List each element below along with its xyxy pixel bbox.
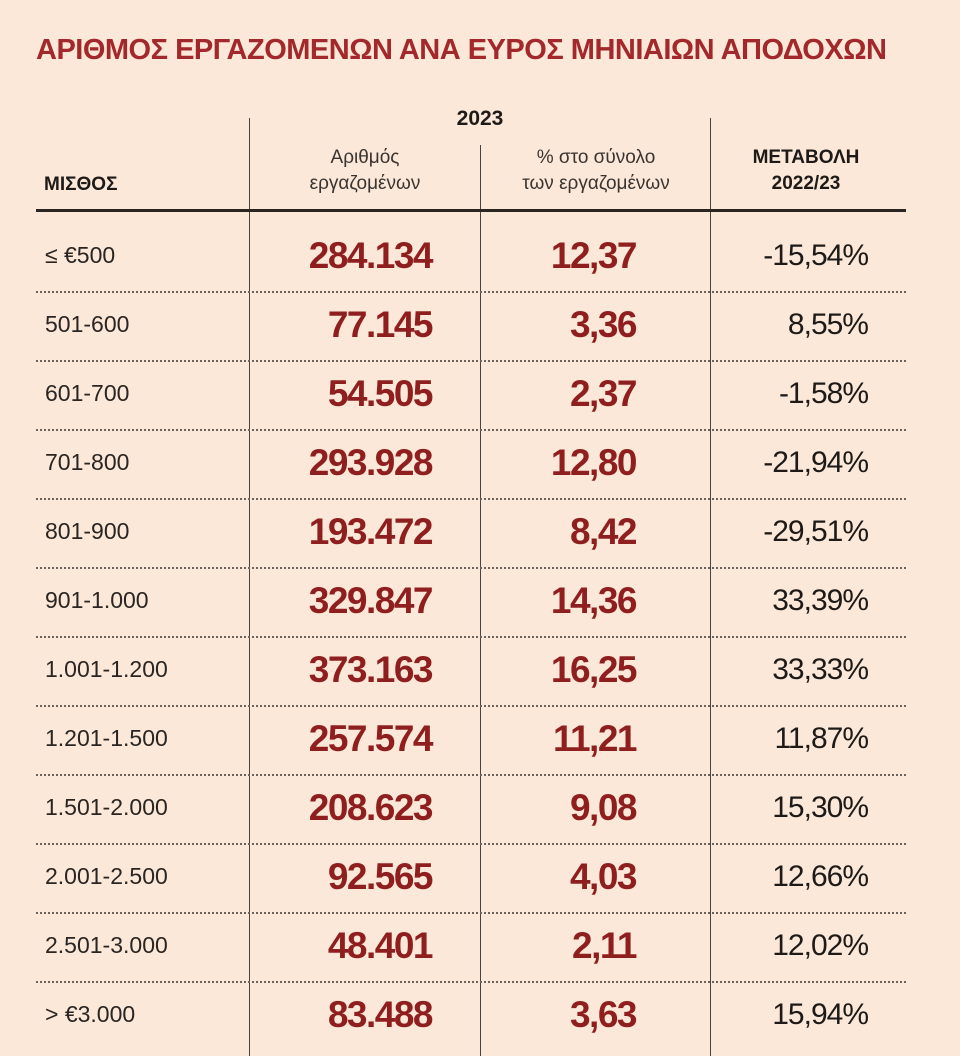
column-header: ΜΕΤΑΒΟΛΗ 2022/23 bbox=[711, 145, 901, 197]
row-separator bbox=[36, 636, 906, 638]
header-line: ΜΕΤΑΒΟΛΗ bbox=[752, 147, 860, 168]
employee-count: 208.623 bbox=[308, 787, 434, 828]
share-percent: 3,63 bbox=[569, 994, 638, 1035]
column-divider bbox=[480, 145, 481, 1056]
row-separator bbox=[36, 843, 906, 845]
employee-count: 54.505 bbox=[327, 373, 434, 414]
salary-range: 801-900 bbox=[45, 518, 130, 544]
salary-range: 2.001-2.500 bbox=[45, 863, 168, 889]
employee-count: 329.847 bbox=[308, 580, 434, 621]
header-line: % στο σύνολο bbox=[536, 147, 656, 168]
row-separator bbox=[36, 429, 906, 431]
change-percent: 15,94% bbox=[772, 998, 869, 1031]
change-percent: 15,30% bbox=[772, 791, 869, 824]
title: ΑΡΙΘΜΟΣ ΕΡΓΑΖΟΜΕΝΩΝ ΑΝΑ ΕΥΡΟΣ ΜΗΝΙΑΙΩΝ Α… bbox=[36, 34, 887, 66]
employee-count: 83.488 bbox=[327, 994, 434, 1035]
change-percent: 12,66% bbox=[772, 860, 869, 893]
row-separator bbox=[36, 360, 906, 362]
salary-range: 1.001-1.200 bbox=[45, 656, 168, 682]
change-percent: -21,94% bbox=[763, 446, 869, 479]
header-line: ΜΙΣΘΟΣ bbox=[44, 174, 118, 195]
share-percent: 4,03 bbox=[569, 856, 638, 897]
salary-range: 701-800 bbox=[45, 449, 130, 475]
row-separator bbox=[36, 981, 906, 983]
change-percent: 8,55% bbox=[787, 308, 869, 341]
row-separator bbox=[36, 567, 906, 569]
employee-count: 48.401 bbox=[327, 925, 434, 966]
change-percent: 33,33% bbox=[772, 653, 869, 686]
header-line: εργαζομένων bbox=[309, 173, 421, 194]
employee-count: 257.574 bbox=[308, 718, 434, 759]
salary-range: 2.501-3.000 bbox=[45, 932, 168, 958]
salary-range: 1.501-2.000 bbox=[45, 794, 168, 820]
employee-count: 92.565 bbox=[327, 856, 434, 897]
column-header: ΜΙΣΘΟΣ bbox=[44, 172, 117, 198]
column-divider bbox=[249, 118, 250, 1056]
salary-range: 501-600 bbox=[45, 311, 130, 337]
share-percent: 8,42 bbox=[569, 511, 638, 552]
row-separator bbox=[36, 912, 906, 914]
change-percent: -1,58% bbox=[778, 377, 869, 410]
share-percent: 16,25 bbox=[550, 649, 638, 690]
employee-count: 373.163 bbox=[308, 649, 434, 690]
salary-range: 901-1.000 bbox=[45, 587, 149, 613]
employee-count: 284.134 bbox=[308, 235, 434, 276]
row-separator bbox=[36, 498, 906, 500]
header-line: των εργαζομένων bbox=[522, 173, 670, 194]
salary-range: 601-700 bbox=[45, 380, 130, 406]
change-percent: -29,51% bbox=[763, 515, 869, 548]
share-percent: 2,11 bbox=[572, 925, 637, 966]
share-percent: 11,21 bbox=[552, 718, 638, 759]
salary-range: ≤ €500 bbox=[45, 242, 116, 268]
column-divider bbox=[710, 118, 711, 1056]
change-percent: -15,54% bbox=[763, 239, 869, 272]
column-header: % στο σύνολο των εργαζομένων bbox=[481, 145, 711, 197]
header-line: Αριθμός bbox=[330, 147, 400, 168]
share-percent: 9,08 bbox=[569, 787, 638, 828]
employee-count: 193.472 bbox=[308, 511, 434, 552]
share-percent: 12,37 bbox=[550, 235, 638, 276]
salary-range: > €3.000 bbox=[45, 1001, 136, 1027]
group-header: 2023 bbox=[456, 107, 504, 130]
header-line: 2022/23 bbox=[771, 173, 841, 194]
change-percent: 33,39% bbox=[772, 584, 869, 617]
employee-count: 293.928 bbox=[308, 442, 434, 483]
salary-range: 1.201-1.500 bbox=[45, 725, 168, 751]
row-separator bbox=[36, 774, 906, 776]
employee-count: 77.145 bbox=[327, 304, 434, 345]
share-percent: 14,36 bbox=[550, 580, 638, 621]
change-percent: 12,02% bbox=[772, 929, 869, 962]
row-separator bbox=[36, 291, 906, 293]
header-rule bbox=[36, 209, 906, 212]
change-percent: 11,87% bbox=[774, 722, 869, 755]
share-percent: 3,36 bbox=[569, 304, 638, 345]
share-percent: 2,37 bbox=[569, 373, 638, 414]
row-separator bbox=[36, 705, 906, 707]
column-header: Αριθμός εργαζομένων bbox=[250, 145, 480, 197]
share-percent: 12,80 bbox=[550, 442, 638, 483]
